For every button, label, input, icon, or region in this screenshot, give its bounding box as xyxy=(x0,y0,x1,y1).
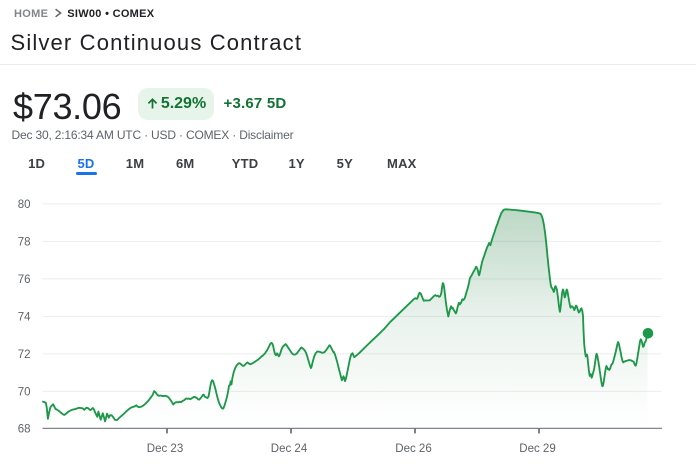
svg-text:78: 78 xyxy=(18,237,31,249)
svg-text:Dec 23: Dec 23 xyxy=(147,443,183,455)
svg-text:70: 70 xyxy=(18,387,31,399)
svg-text:76: 76 xyxy=(18,274,31,286)
svg-text:74: 74 xyxy=(18,312,31,324)
svg-text:Dec 29: Dec 29 xyxy=(519,443,555,455)
svg-text:80: 80 xyxy=(18,199,31,211)
svg-text:72: 72 xyxy=(18,349,31,361)
svg-text:Dec 26: Dec 26 xyxy=(395,443,431,455)
svg-text:Dec 24: Dec 24 xyxy=(271,443,308,455)
svg-text:68: 68 xyxy=(18,424,31,436)
